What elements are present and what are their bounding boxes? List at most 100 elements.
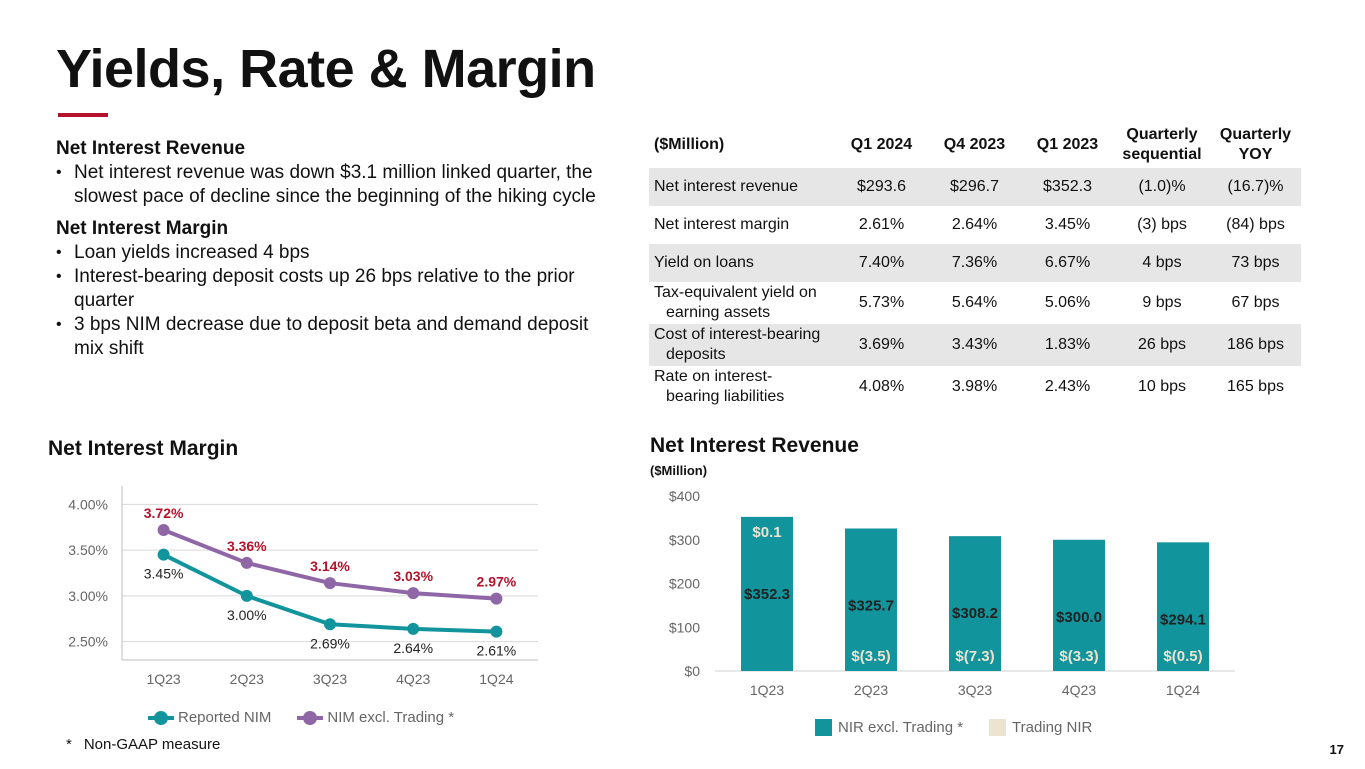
data-point bbox=[157, 523, 170, 536]
x-tick-label: 4Q23 bbox=[1062, 682, 1096, 698]
summary-bullets: Net Interest Revenue Net interest revenu… bbox=[56, 137, 616, 369]
table-row: Net interest margin 2.61% 2.64% 3.45% (3… bbox=[649, 206, 1301, 244]
row-label-line: deposits bbox=[666, 346, 726, 363]
nir-summary-heading: Net Interest Revenue bbox=[56, 138, 246, 159]
data-point bbox=[490, 625, 503, 638]
table-cell: $296.7 bbox=[928, 168, 1021, 206]
nir-chart-unit: ($Million) bbox=[650, 463, 708, 478]
table-cell: 5.64% bbox=[951, 294, 998, 311]
table-cell: 67 bps bbox=[1231, 294, 1280, 311]
data-point bbox=[324, 577, 336, 590]
list-item: Net interest revenue was down $3.1 milli… bbox=[56, 161, 616, 209]
page-number: 17 bbox=[1329, 742, 1344, 757]
nir-bar-chart: $0 $100 $200 $300 $400 1Q23 2Q23 3Q23 4Q23 1Q24 $3… bbox=[669, 488, 1235, 698]
table-header-row: ($Million) Q1 2024 Q4 2023 Q1 2023 Quart… bbox=[649, 122, 1301, 168]
data-label: 3.45% bbox=[144, 566, 184, 582]
legend-label: NIR excl. Trading * bbox=[838, 719, 964, 736]
column-header: Quarterly sequential bbox=[1122, 126, 1202, 163]
table-cell: 5.06% bbox=[1044, 294, 1091, 311]
row-label-line: bearing liabilities bbox=[666, 388, 785, 405]
trading-nir-legend-icon bbox=[989, 719, 1007, 736]
list-item: 3 bps NIM decrease due to deposit beta a… bbox=[56, 313, 616, 361]
nim-chart-title: Net Interest Margin bbox=[48, 437, 239, 460]
nim-summary-heading: Net Interest Margin bbox=[56, 218, 229, 239]
nir-bar bbox=[949, 536, 1001, 671]
table-row: Net interest revenue $293.6 $296.7 $352.… bbox=[649, 168, 1301, 206]
table-cell: (16.7)% bbox=[1210, 168, 1301, 206]
legend-item: NIM excl. Trading * bbox=[297, 709, 454, 726]
metrics-table: ($Million) Q1 2024 Q4 2023 Q1 2023 Quart… bbox=[649, 122, 1301, 408]
nim-legend: Reported NIM NIM excl. Trading * bbox=[148, 709, 454, 726]
row-label: Yield on loans bbox=[649, 244, 835, 282]
data-point bbox=[407, 587, 420, 600]
x-tick-label: 2Q23 bbox=[230, 671, 264, 687]
footnote-text: Non-GAAP measure bbox=[83, 736, 221, 753]
table-row: Rate on interest- bearing liabilities 4.… bbox=[649, 366, 1301, 408]
table-cell: 165 bps bbox=[1227, 378, 1284, 395]
legend-item: NIR excl. Trading * bbox=[815, 719, 963, 736]
x-tick-label: 3Q23 bbox=[958, 682, 992, 698]
legend-item: Reported NIM bbox=[148, 709, 271, 726]
table-cell: 7.36% bbox=[928, 244, 1021, 282]
row-label: Net interest revenue bbox=[649, 168, 835, 206]
row-label: Net interest margin bbox=[654, 216, 790, 233]
data-label: $294.1 bbox=[1160, 611, 1206, 628]
page-title: Yields, Rate & Margin bbox=[56, 39, 596, 99]
y-tick-label: $400 bbox=[669, 488, 700, 504]
nim-excl-trading-legend-icon bbox=[297, 710, 324, 725]
data-label: $308.2 bbox=[952, 605, 998, 622]
y-tick-label: 4.00% bbox=[68, 496, 108, 512]
nir-bar bbox=[845, 528, 897, 671]
table-row: Cost of interest-bearing deposits 3.69% … bbox=[649, 324, 1301, 366]
list-item: Loan yields increased 4 bps bbox=[56, 241, 616, 265]
table-cell: 2.43% bbox=[1044, 378, 1091, 395]
title-accent-rule bbox=[58, 113, 108, 117]
data-point bbox=[157, 548, 170, 561]
table-cell: 6.67% bbox=[1021, 244, 1114, 282]
nir-bar bbox=[1053, 539, 1105, 671]
table-cell: 10 bps bbox=[1137, 378, 1187, 395]
data-label: 3.36% bbox=[227, 538, 267, 554]
footnote: * Non-GAAP measure bbox=[66, 736, 220, 753]
nir-bar bbox=[741, 516, 793, 671]
y-tick-label: 3.50% bbox=[68, 542, 108, 558]
row-label: Tax-equivalent yield on earning assets bbox=[649, 282, 835, 324]
data-label: 2.97% bbox=[477, 574, 517, 590]
data-label: $352.3 bbox=[744, 586, 790, 603]
data-label: $300.0 bbox=[1056, 609, 1102, 626]
data-point bbox=[407, 622, 420, 635]
nir-excl-trading-legend-icon bbox=[815, 719, 832, 736]
data-point bbox=[324, 618, 336, 631]
y-tick-label: $0 bbox=[684, 663, 700, 679]
data-label: 3.72% bbox=[144, 505, 184, 521]
nir-bar bbox=[1157, 542, 1209, 671]
row-label-line: Cost of interest-bearing bbox=[654, 326, 821, 343]
column-header: Q4 2023 bbox=[943, 136, 1006, 153]
nim-summary-list: Loan yields increased 4 bps Interest-bea… bbox=[56, 241, 616, 361]
data-label: 3.03% bbox=[393, 568, 433, 584]
table-row: Yield on loans 7.40% 7.36% 6.67% 4 bps 7… bbox=[649, 244, 1301, 282]
table-cell: $293.6 bbox=[835, 168, 928, 206]
x-tick-label: 4Q23 bbox=[396, 671, 430, 687]
row-label: Cost of interest-bearing deposits bbox=[649, 324, 835, 366]
footnote-marker: * bbox=[66, 736, 72, 753]
column-header: Q1 2024 bbox=[850, 136, 913, 153]
x-tick-label: 1Q24 bbox=[1166, 682, 1200, 698]
nir-summary-list: Net interest revenue was down $3.1 milli… bbox=[56, 161, 616, 209]
trading-data-label: $(7.3) bbox=[955, 648, 994, 665]
row-label: Rate on interest- bearing liabilities bbox=[649, 366, 835, 408]
row-label-line: earning assets bbox=[666, 304, 771, 321]
nir-chart-title: Net Interest Revenue bbox=[650, 434, 859, 457]
table-cell: 3.69% bbox=[835, 324, 928, 366]
y-tick-label: 3.00% bbox=[68, 588, 108, 604]
trading-data-label: $(0.5) bbox=[1163, 648, 1202, 665]
table-cell: 73 bps bbox=[1210, 244, 1301, 282]
data-label: $325.7 bbox=[848, 598, 894, 615]
table-cell: 5.73% bbox=[858, 294, 905, 311]
table-cell: 3.45% bbox=[1044, 216, 1091, 233]
legend-label: Reported NIM bbox=[178, 709, 272, 726]
table-cell: (1.0)% bbox=[1114, 168, 1210, 206]
x-tick-label: 2Q23 bbox=[854, 682, 888, 698]
table-cell: 9 bps bbox=[1142, 294, 1182, 311]
x-tick-label: 1Q23 bbox=[146, 671, 180, 687]
